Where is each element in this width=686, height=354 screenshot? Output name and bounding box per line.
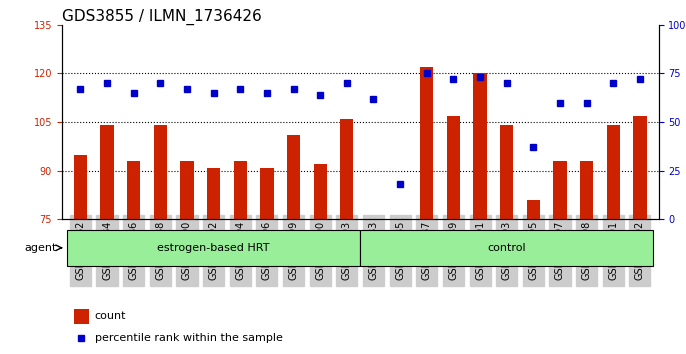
Bar	[527, 200, 540, 219]
Bar	[73, 155, 87, 219]
Text: count: count	[95, 311, 126, 321]
Bar	[420, 67, 434, 219]
Text: estrogen-based HRT: estrogen-based HRT	[157, 243, 270, 253]
Bar	[500, 125, 513, 219]
Bar	[100, 125, 114, 219]
Bar	[287, 135, 300, 219]
Bar	[447, 116, 460, 219]
Bar	[154, 125, 167, 219]
Bar	[340, 119, 353, 219]
FancyBboxPatch shape	[360, 230, 653, 266]
FancyBboxPatch shape	[67, 230, 360, 266]
Text: agent: agent	[24, 243, 56, 253]
Bar	[580, 161, 593, 219]
Bar	[314, 164, 327, 219]
Text: control: control	[487, 243, 526, 253]
Bar	[633, 116, 647, 219]
Bar	[234, 161, 247, 219]
Bar	[260, 167, 274, 219]
Text: percentile rank within the sample: percentile rank within the sample	[95, 333, 283, 343]
Bar	[473, 74, 486, 219]
Bar	[207, 167, 220, 219]
Bar	[73, 309, 88, 324]
Bar	[606, 125, 620, 219]
Text: GDS3855 / ILMN_1736426: GDS3855 / ILMN_1736426	[62, 8, 261, 25]
Bar	[180, 161, 193, 219]
Bar	[554, 161, 567, 219]
Bar	[127, 161, 141, 219]
